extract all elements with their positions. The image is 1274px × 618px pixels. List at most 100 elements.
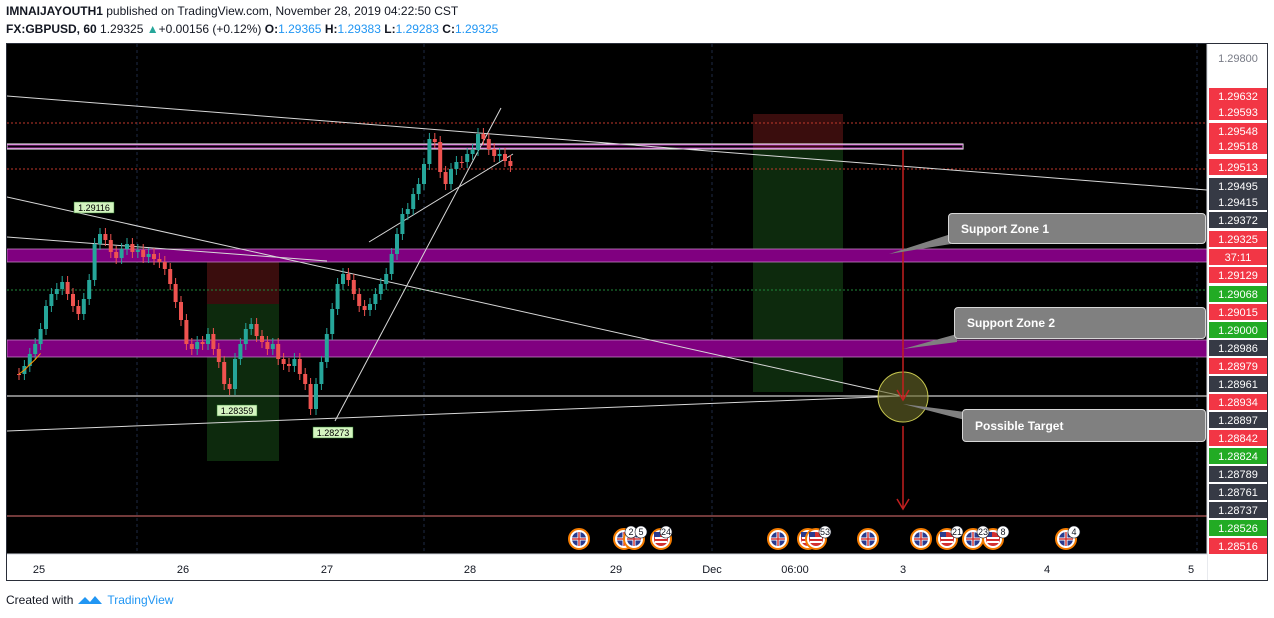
- possible-target-callout[interactable]: Possible Target: [962, 409, 1206, 442]
- reward-box[interactable]: [207, 304, 279, 461]
- uk-flag-icon[interactable]: [568, 528, 590, 550]
- price-axis-text: 1.28824: [1218, 451, 1258, 463]
- price-axis-text: 1.28986: [1218, 343, 1258, 355]
- price-axis-text: 1.29632: [1218, 91, 1258, 103]
- low-marker: 1.28273: [312, 426, 354, 439]
- event-count-badge[interactable]: 8: [996, 525, 1010, 539]
- trend-line[interactable]: [7, 236, 328, 262]
- callout-text: Support Zone 2: [967, 316, 1055, 330]
- price-axis-text: 1.29372: [1218, 215, 1258, 227]
- event-count-badge[interactable]: 53: [818, 525, 832, 539]
- candle: [27, 348, 32, 372]
- price-axis-label: 1.29415: [1209, 194, 1267, 210]
- price-axis-text: 1.28934: [1218, 397, 1258, 409]
- price-axis-text: 1.28789: [1218, 469, 1258, 481]
- candle: [179, 296, 183, 326]
- uk-flag-icon[interactable]: [767, 528, 789, 550]
- candle: [287, 358, 291, 372]
- support-zone-2-callout[interactable]: Support Zone 2: [954, 307, 1206, 339]
- candle: [260, 330, 264, 348]
- event-count-badge[interactable]: 5: [634, 525, 648, 539]
- price-axis-label: 1.29593: [1209, 104, 1267, 120]
- price-axis-label: 1.29015: [1209, 304, 1267, 320]
- event-count-badge[interactable]: 21: [950, 525, 964, 539]
- tradingview-brand[interactable]: TradingView: [107, 593, 174, 607]
- candle: [33, 338, 38, 360]
- event-count-text: 24: [661, 527, 671, 537]
- footer: Created with TradingView: [6, 593, 173, 607]
- candle: [60, 276, 65, 295]
- trend-line[interactable]: [334, 107, 502, 422]
- event-count-badge[interactable]: 4: [1067, 525, 1081, 539]
- candle: [243, 323, 248, 350]
- economic-events[interactable]: 2 5 24 53 21 23 8 4: [568, 525, 1081, 550]
- candle: [254, 318, 259, 342]
- price-axis-label: 1.29000: [1209, 322, 1267, 338]
- trend-line[interactable]: [7, 196, 903, 397]
- price-axis-label: 1.28979: [1209, 358, 1267, 374]
- time-axis-labels: 25 26 27 28 29 Dec 06:00 3 4 5: [33, 564, 1194, 576]
- price-axis-label: 1.29800: [1218, 53, 1258, 65]
- author-name[interactable]: IMNAIJAYOUTH1: [6, 4, 103, 18]
- candle: [270, 338, 275, 355]
- price-axis-text: 1.29415: [1218, 197, 1258, 209]
- callout-text: Possible Target: [975, 418, 1064, 433]
- high-marker: 1.29116: [73, 201, 115, 214]
- candle: [227, 378, 232, 395]
- candle: [92, 238, 97, 286]
- uk-flag-icon[interactable]: [910, 528, 932, 550]
- price-axis-label: 1.29548: [1209, 123, 1267, 139]
- trend-line[interactable]: [7, 95, 1208, 191]
- symbol-name[interactable]: FX:GBPUSD, 60: [6, 22, 97, 36]
- support-zone-1-callout[interactable]: Support Zone 1: [948, 213, 1206, 244]
- candle: [195, 336, 200, 355]
- price-axis-label: 1.29495: [1209, 178, 1267, 194]
- resistance-band[interactable]: [7, 143, 964, 150]
- uk-flag-icon[interactable]: [857, 528, 879, 550]
- candle: [281, 353, 286, 370]
- price-axis-text: 1.29518: [1218, 141, 1258, 153]
- candle: [454, 156, 459, 175]
- event-count-text: 2: [628, 527, 633, 537]
- time-axis-label: 06:00: [781, 564, 809, 576]
- risk-box[interactable]: [207, 262, 279, 304]
- trend-line[interactable]: [368, 153, 514, 243]
- candle: [98, 228, 102, 250]
- candle: [476, 128, 480, 156]
- candle: [503, 148, 507, 167]
- price-axis-text: 1.28979: [1218, 361, 1258, 373]
- event-count-badge[interactable]: 23: [976, 525, 990, 539]
- candle: [152, 248, 156, 265]
- last-price: 1.29325: [100, 22, 144, 36]
- price-axis-label: 1.28737: [1209, 502, 1267, 518]
- candle: [189, 338, 194, 355]
- candle: [346, 268, 351, 286]
- candle: [146, 248, 151, 263]
- price-axis-label: 1.28824: [1209, 448, 1267, 464]
- price-axis-text: 1.29593: [1218, 107, 1258, 119]
- candle: [427, 133, 432, 170]
- low-marker-label: 1.28359: [221, 406, 254, 416]
- candle: [222, 356, 227, 390]
- open-label: O:: [264, 22, 279, 36]
- candle: [438, 136, 443, 178]
- symbol-legend: FX:GBPUSD, 60 1.29325 ▲+0.00156 (+0.12%)…: [6, 22, 498, 36]
- candle: [389, 248, 394, 280]
- time-axis[interactable]: [7, 554, 1207, 581]
- candle: [443, 166, 448, 190]
- arrow-head-icon: [896, 498, 910, 511]
- event-count-text: 4: [1071, 527, 1076, 537]
- price-axis-label: 1.29518: [1209, 138, 1267, 154]
- time-axis-label: 28: [464, 564, 476, 576]
- arrow-head-icon: [896, 389, 910, 402]
- candle: [314, 378, 318, 415]
- chart-area[interactable]: 1.29116 1.28359 1.28273 1.29800 1.29632 1.…: [6, 43, 1268, 581]
- trend-line[interactable]: [7, 395, 903, 432]
- candle: [233, 353, 237, 395]
- price-axis-text: 1.29000: [1218, 325, 1258, 337]
- candle: [108, 234, 113, 258]
- event-count-badge[interactable]: 24: [659, 525, 673, 539]
- price-axis-label: 1.29513: [1209, 159, 1267, 175]
- price-axis-label: 1.28789: [1209, 466, 1267, 482]
- candle: [125, 238, 129, 255]
